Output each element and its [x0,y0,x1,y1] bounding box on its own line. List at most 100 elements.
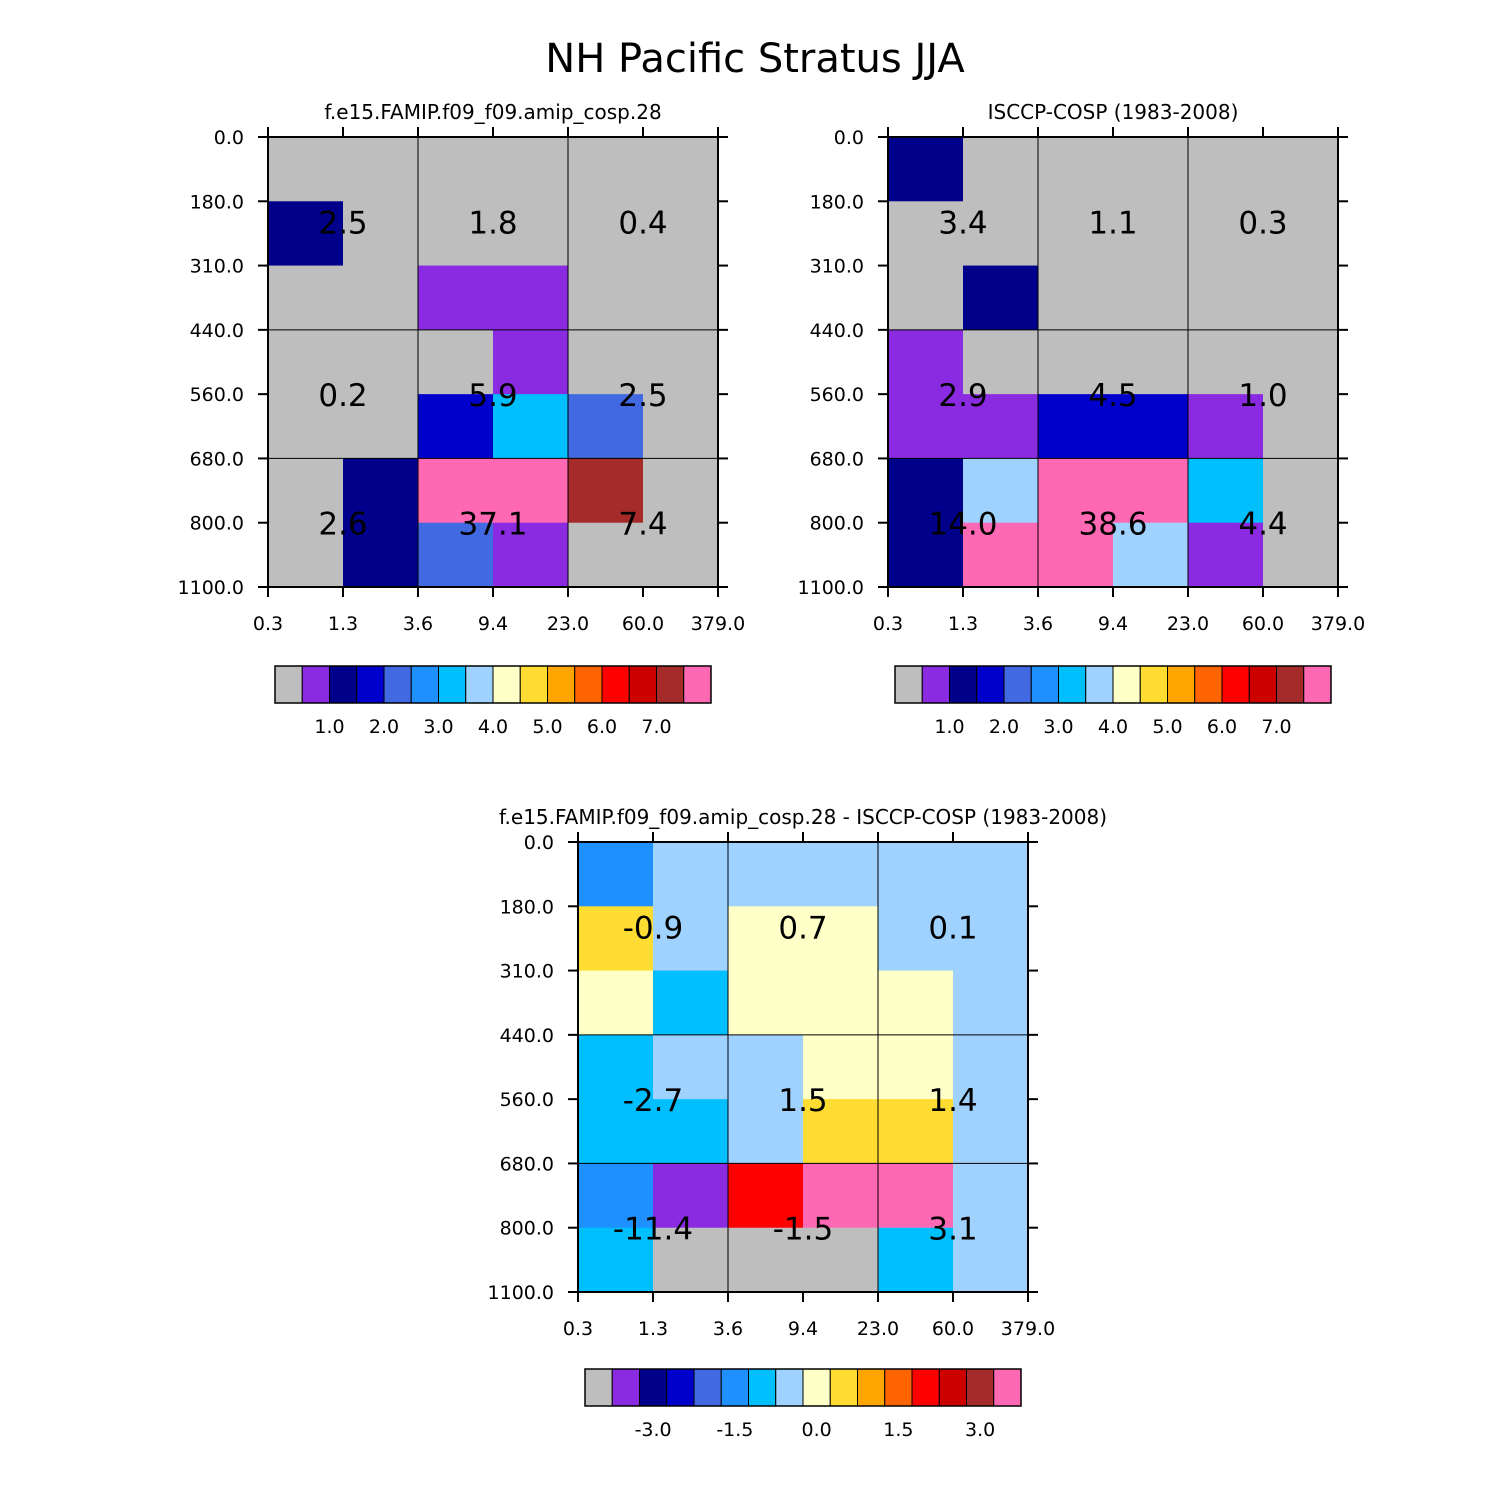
heatmap-cell [653,1163,729,1229]
heatmap-cell [803,1034,879,1100]
colorbar-swatch [639,1368,668,1407]
heatmap-cell [1263,458,1339,524]
box-value: 1.8 [468,205,517,241]
box-value: 1.5 [778,1083,827,1119]
heatmap-cell [888,329,964,395]
colorbar-swatch [574,665,603,704]
x-tick-label: 23.0 [1167,613,1209,635]
box-value: 0.1 [928,910,977,946]
heatmap-cell [963,265,1039,331]
x-tick-label: 0.3 [563,1318,593,1340]
box-value: 0.3 [1238,205,1287,241]
heatmap-cell [803,1099,879,1165]
colorbar-frame [584,1368,1022,1407]
heatmap-cell [888,137,964,202]
heatmap-cell [1113,458,1189,524]
heatmap-cell [268,394,344,460]
y-tick-label: 180.0 [810,191,864,213]
colorbar-swatch [1248,665,1277,704]
colorbar-swatch [1003,665,1032,704]
heatmap-cell [963,201,1039,267]
box-value: 1.1 [1088,205,1137,241]
heatmap-cell [1113,265,1189,331]
heatmap-cell [1263,329,1339,395]
heatmap-cell [268,201,344,267]
heatmap-cell [878,1099,954,1165]
colorbar-swatch [1276,665,1305,704]
y-tick-label: 680.0 [500,1153,554,1175]
heatmap-cell [643,137,719,202]
colorbar-label: 3.0 [965,1419,995,1441]
y-tick-label: 440.0 [190,320,244,342]
colorbar-swatch [666,1368,695,1407]
colorbar-label: 6.0 [587,716,617,738]
y-tick-label: 0.0 [524,832,554,854]
y-tick-label: 1100.0 [488,1282,554,1304]
colorbar-swatch [693,1368,722,1407]
heatmap-cell [653,1099,729,1165]
colorbar-swatch [829,1368,858,1407]
box-value: 7.4 [618,507,667,543]
heatmap-cell [803,906,879,972]
y-tick-label: 1100.0 [178,577,244,599]
heatmap-cell [343,458,419,524]
y-tick-label: 680.0 [810,448,864,470]
panel-title: f.e15.FAMIP.f09_f09.amip_cosp.28 [324,100,661,124]
heatmap-cell [878,1227,954,1293]
colorbar-swatch [547,665,576,704]
heatmap-cell [963,394,1039,460]
colorbar-swatch [584,1368,613,1407]
heatmap-cell [653,842,729,907]
heatmap-cell [568,329,644,395]
heatmap-cell [343,394,419,460]
heatmap-cell [953,1034,1029,1100]
colorbar-frame [274,665,712,704]
colorbar-label: 0.0 [802,1419,832,1441]
panel-title: ISCCP-COSP (1983-2008) [988,100,1239,124]
heatmap-cell [728,970,804,1036]
colorbar-swatch [775,1368,804,1407]
heatmap-cell [1263,137,1339,202]
panel-title: f.e15.FAMIP.f09_f09.amip_cosp.28 - ISCCP… [499,805,1107,829]
heatmap-cell [643,394,719,460]
colorbar-swatch [949,665,978,704]
heatmap-cell [1263,394,1339,460]
y-tick-label: 800.0 [810,513,864,535]
heatmap-cell [343,137,419,202]
heatmap-cell [653,1227,729,1293]
colorbar-swatch [976,665,1005,704]
heatmap-cell [1038,394,1114,460]
colorbar-swatch [410,665,439,704]
heatmap-cell [418,522,494,588]
colorbar-label: 5.0 [532,716,562,738]
heatmap-cell [953,842,1029,907]
colorbar-label: -1.5 [716,1419,753,1441]
colorbar-label: 4.0 [1098,716,1128,738]
x-tick-label: 9.4 [788,1318,818,1340]
heatmap-cell [343,201,419,267]
heatmap-cell [578,842,654,907]
box-value: 1.0 [1238,378,1287,414]
box-value: 2.5 [618,378,667,414]
box-value: -1.5 [773,1212,834,1248]
colorbar-label: 7.0 [641,716,671,738]
heatmap-cell [1263,522,1339,588]
heatmap-cell [1038,458,1114,524]
heatmap-cell [1113,201,1189,267]
heatmap-cell [568,265,644,331]
colorbar-swatch [1221,665,1250,704]
panel-observations: ISCCP-COSP (1983-2008) 0.0 180.0 310.0 440.… [798,100,1366,738]
y-tick-label: 180.0 [190,191,244,213]
y-tick-label: 310.0 [500,961,554,983]
heatmap-cell [653,1034,729,1100]
colorbar-swatch [383,665,412,704]
heatmap-cell [493,201,569,267]
box-value: 2.9 [938,378,987,414]
box-value: 37.1 [458,507,527,543]
colorbar-swatch [611,1368,640,1407]
colorbar-swatch [628,665,657,704]
heatmap-cell [1188,329,1264,395]
colorbar-label: 1.0 [314,716,344,738]
x-tick-label: 60.0 [1242,613,1284,635]
heatmap-cell [1263,265,1339,331]
